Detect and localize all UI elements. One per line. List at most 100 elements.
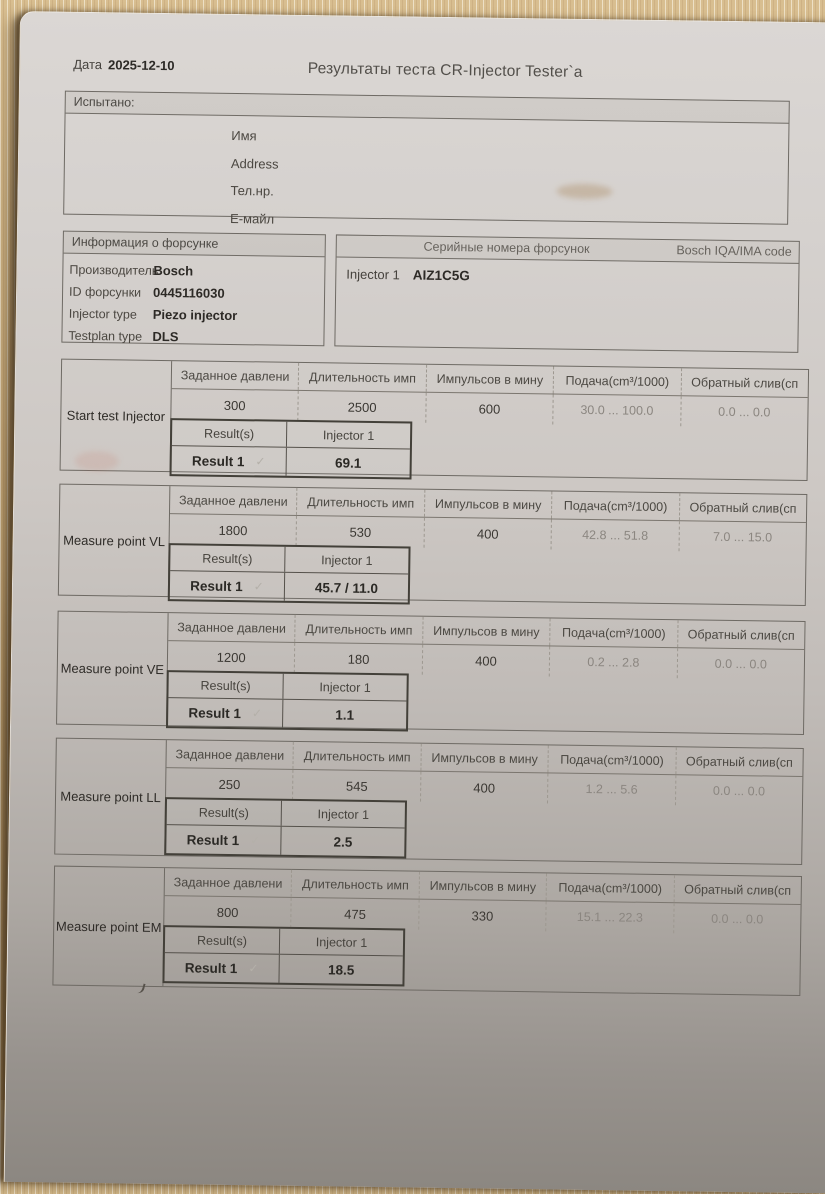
info-label: Testplan type (68, 328, 143, 344)
tested-box: Испытано: Имя Address Тел.нр. Е-майл (63, 90, 790, 226)
value-return-range: 0.0 ... 0.0 (672, 903, 801, 935)
value-pulses: 400 (419, 771, 548, 804)
test-data: Заданное давлени Длительность имп Импуль… (169, 361, 809, 480)
column-header: Заданное давлени (177, 619, 287, 636)
value-pulses: 400 (421, 644, 550, 677)
test-data: Заданное давлени Длительность имп Импуль… (164, 740, 803, 864)
column-header: Обратный слив(сп (675, 747, 803, 776)
column-header: Обратный слив(сп (678, 493, 807, 523)
result-value: 18.5 (327, 961, 355, 978)
result-header-row: Result(s) Injector 1 (168, 672, 406, 700)
value-pulses: 400 (423, 517, 552, 550)
info-label: Производитель (69, 262, 159, 278)
result-box: Result(s) Injector 1 Result 1 ✓ 2.5 (164, 797, 408, 859)
result-value: 1.1 (335, 706, 355, 723)
result-value-row: Result 1 ✓ 18.5 (164, 952, 403, 985)
value-pressure: 1200 (216, 649, 246, 665)
result-header-row: Result(s) Injector 1 (166, 799, 405, 827)
serial-row: Injector 1 AIZ1C5G (336, 257, 798, 287)
value-delivery-range: 0.2 ... 2.8 (548, 646, 677, 679)
result-injector-header: Injector 1 (319, 679, 371, 695)
result-header-row: Result(s) Injector 1 (171, 420, 410, 448)
check-icon: ✓ (253, 579, 264, 594)
injector-info-box: Информация о форсунке Производитель Bosc… (61, 230, 326, 347)
column-header: Импульсов в мину (422, 616, 550, 646)
column-header: Подача(cm³/1000) (545, 873, 674, 903)
column-header: Обратный слив(сп (680, 368, 809, 398)
result-injector-header: Injector 1 (317, 806, 370, 822)
test-table-ll: Measure point LL Заданное давлени Длител… (54, 737, 804, 866)
value-duration: 530 (295, 515, 424, 548)
column-header: Длительность имп (291, 869, 419, 899)
value-pulses: 330 (418, 899, 546, 932)
column-header: Длительность имп (294, 614, 423, 644)
result-box: Result(s) Injector 1 Result 1 ✓ 1.1 (166, 670, 409, 732)
column-header: Подача(cm³/1000) (547, 745, 676, 775)
test-data: Заданное давлени Длительность имп Импуль… (162, 868, 802, 995)
result-box: Result(s) Injector 1 Result 1 ✓ 69.1 (169, 418, 413, 480)
value-return-range: 0.0 ... 0.0 (674, 775, 803, 807)
check-icon: ✓ (248, 961, 259, 976)
check-icon: ✓ (255, 454, 266, 469)
column-header: Импульсов в мину (423, 489, 552, 519)
result-label: Result 1 (191, 452, 245, 469)
column-header: Импульсов в мину (420, 743, 549, 773)
value-pressure: 800 (216, 904, 239, 920)
test-data: Заданное давлени Длительность имп Импуль… (166, 613, 805, 734)
column-header: Длительность имп (298, 362, 426, 392)
test-name: Start test Injector (60, 359, 173, 472)
info-label: ID форсунки (68, 284, 142, 300)
test-table-vl: Measure point VL Заданное давлени Длител… (57, 483, 808, 607)
paper-stain (74, 450, 119, 472)
info-row-testplan-type: Testplan type DLS (62, 325, 323, 351)
result-value: 45.7 / 11.0 (314, 579, 379, 596)
serial-injector-label: Injector 1 (346, 266, 400, 283)
result-value-row: Result 1 ✓ 2.5 (166, 824, 405, 857)
tested-fields: Имя Address Тел.нр. Е-майл (64, 114, 789, 240)
value-return-range: 7.0 ... 15.0 (678, 521, 806, 554)
result-label: Result 1 (184, 959, 238, 976)
result-box: Result(s) Injector 1 Result 1 ✓ 45.7 / 11… (167, 543, 411, 605)
value-duration: 475 (290, 897, 419, 930)
column-header: Длительность имп (292, 741, 421, 771)
column-header: Заданное давлени (178, 492, 288, 509)
pen-mark (135, 981, 146, 995)
result-value-row: Result 1 ✓ 69.1 (171, 445, 410, 478)
paper-sheet: Дата 2025-12-10 Результаты теста CR-Injec… (3, 11, 825, 1194)
result-header: Result(s) (171, 420, 288, 447)
column-header: Заданное давлени (180, 367, 290, 384)
result-value-row: Result 1 ✓ 1.1 (168, 697, 407, 730)
info-value: 0445116030 (152, 284, 225, 301)
result-value: 69.1 (334, 454, 362, 471)
serial-numbers-box: Серийные номера форсунок Bosch IQA/IMA c… (334, 234, 800, 353)
result-header: Result(s) (166, 799, 282, 826)
info-value: Bosch (153, 262, 194, 279)
info-label: Injector type (68, 306, 137, 322)
value-return-range: 0.0 ... 0.0 (676, 648, 805, 681)
result-label: Result 1 (186, 831, 240, 848)
test-table-start: Start test Injector Заданное давлени Дли… (59, 358, 810, 482)
result-label: Result 1 (190, 577, 243, 594)
column-header: Подача(cm³/1000) (549, 618, 678, 648)
value-pressure: 1800 (218, 522, 248, 538)
result-injector-header: Injector 1 (321, 552, 373, 568)
date-label: Дата (73, 56, 103, 73)
result-header: Result(s) (164, 927, 281, 954)
test-table-em: Measure point EM Заданное давлени Длител… (52, 865, 802, 996)
value-duration: 180 (294, 642, 423, 675)
result-injector-header: Injector 1 (322, 427, 375, 443)
value-delivery-range: 1.2 ... 5.6 (547, 773, 676, 806)
injector-info-rows: Производитель Bosch ID форсунки 04451160… (62, 254, 324, 351)
test-data: Заданное давлени Длительность имп Импуль… (167, 486, 807, 605)
test-table-ve: Measure point VE Заданное давлени Длител… (56, 610, 806, 736)
value-duration: 2500 (297, 390, 426, 423)
result-value-row: Result 1 ✓ 45.7 / 11.0 (169, 570, 409, 603)
value-delivery-range: 30.0 ... 100.0 (552, 394, 681, 427)
value-return-range: 0.0 ... 0.0 (679, 396, 808, 429)
info-value: DLS (152, 328, 179, 345)
check-icon: ✓ (251, 706, 263, 721)
serial-injector-value: AIZ1C5G (412, 267, 470, 284)
value-duration: 545 (292, 769, 421, 802)
document-content: Дата 2025-12-10 Результаты теста CR-Injec… (5, 12, 825, 1194)
column-header: Заданное давлени (173, 874, 283, 891)
